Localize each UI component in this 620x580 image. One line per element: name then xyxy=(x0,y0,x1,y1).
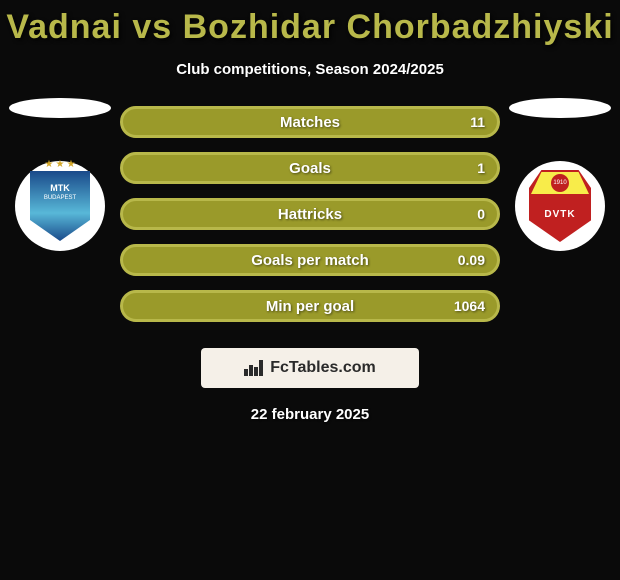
subtitle: Club competitions, Season 2024/2025 xyxy=(0,61,620,78)
player-right-column: 1910 DVTK xyxy=(505,98,615,251)
stat-row-goals-per-match: Goals per match 0.09 xyxy=(120,244,500,276)
stat-label: Hattricks xyxy=(278,206,342,223)
stat-label: Matches xyxy=(280,114,340,131)
stat-row-goals: Goals 1 xyxy=(120,152,500,184)
stat-label: Min per goal xyxy=(266,298,354,315)
stat-label: Goals per match xyxy=(251,252,369,269)
page-title: Vadnai vs Bozhidar Chorbadzhiyski xyxy=(0,0,620,47)
club-badge-left: ★★★ xyxy=(15,161,105,251)
stat-value-right: 0 xyxy=(477,206,485,222)
shield-right-icon: 1910 DVTK xyxy=(529,170,591,242)
stat-row-matches: Matches 11 xyxy=(120,106,500,138)
stat-row-min-per-goal: Min per goal 1064 xyxy=(120,290,500,322)
stat-row-hattricks: Hattricks 0 xyxy=(120,198,500,230)
date-text: 22 february 2025 xyxy=(0,406,620,423)
stars-icon: ★★★ xyxy=(45,159,76,170)
stat-value-right: 0.09 xyxy=(458,252,485,268)
stat-value-right: 11 xyxy=(470,114,485,130)
shield-left-icon xyxy=(30,171,90,241)
brand-text: FcTables.com xyxy=(270,359,376,377)
stat-value-right: 1 xyxy=(477,160,485,176)
player-left-silhouette xyxy=(9,98,111,118)
player-right-silhouette xyxy=(509,98,611,118)
footer-logo[interactable]: FcTables.com xyxy=(201,348,419,388)
shield-right-top: 1910 xyxy=(531,172,589,194)
player-left-column: ★★★ xyxy=(5,98,115,251)
chart-icon xyxy=(244,360,264,376)
stat-label: Goals xyxy=(289,160,331,177)
main-content: ★★★ Matches 11 Goals 1 Hattricks 0 Goals… xyxy=(0,78,620,322)
year-circle: 1910 xyxy=(551,174,569,192)
dvtk-text: DVTK xyxy=(544,209,575,220)
stats-column: Matches 11 Goals 1 Hattricks 0 Goals per… xyxy=(120,98,500,322)
stat-value-right: 1064 xyxy=(454,298,485,314)
club-badge-right: 1910 DVTK xyxy=(515,161,605,251)
